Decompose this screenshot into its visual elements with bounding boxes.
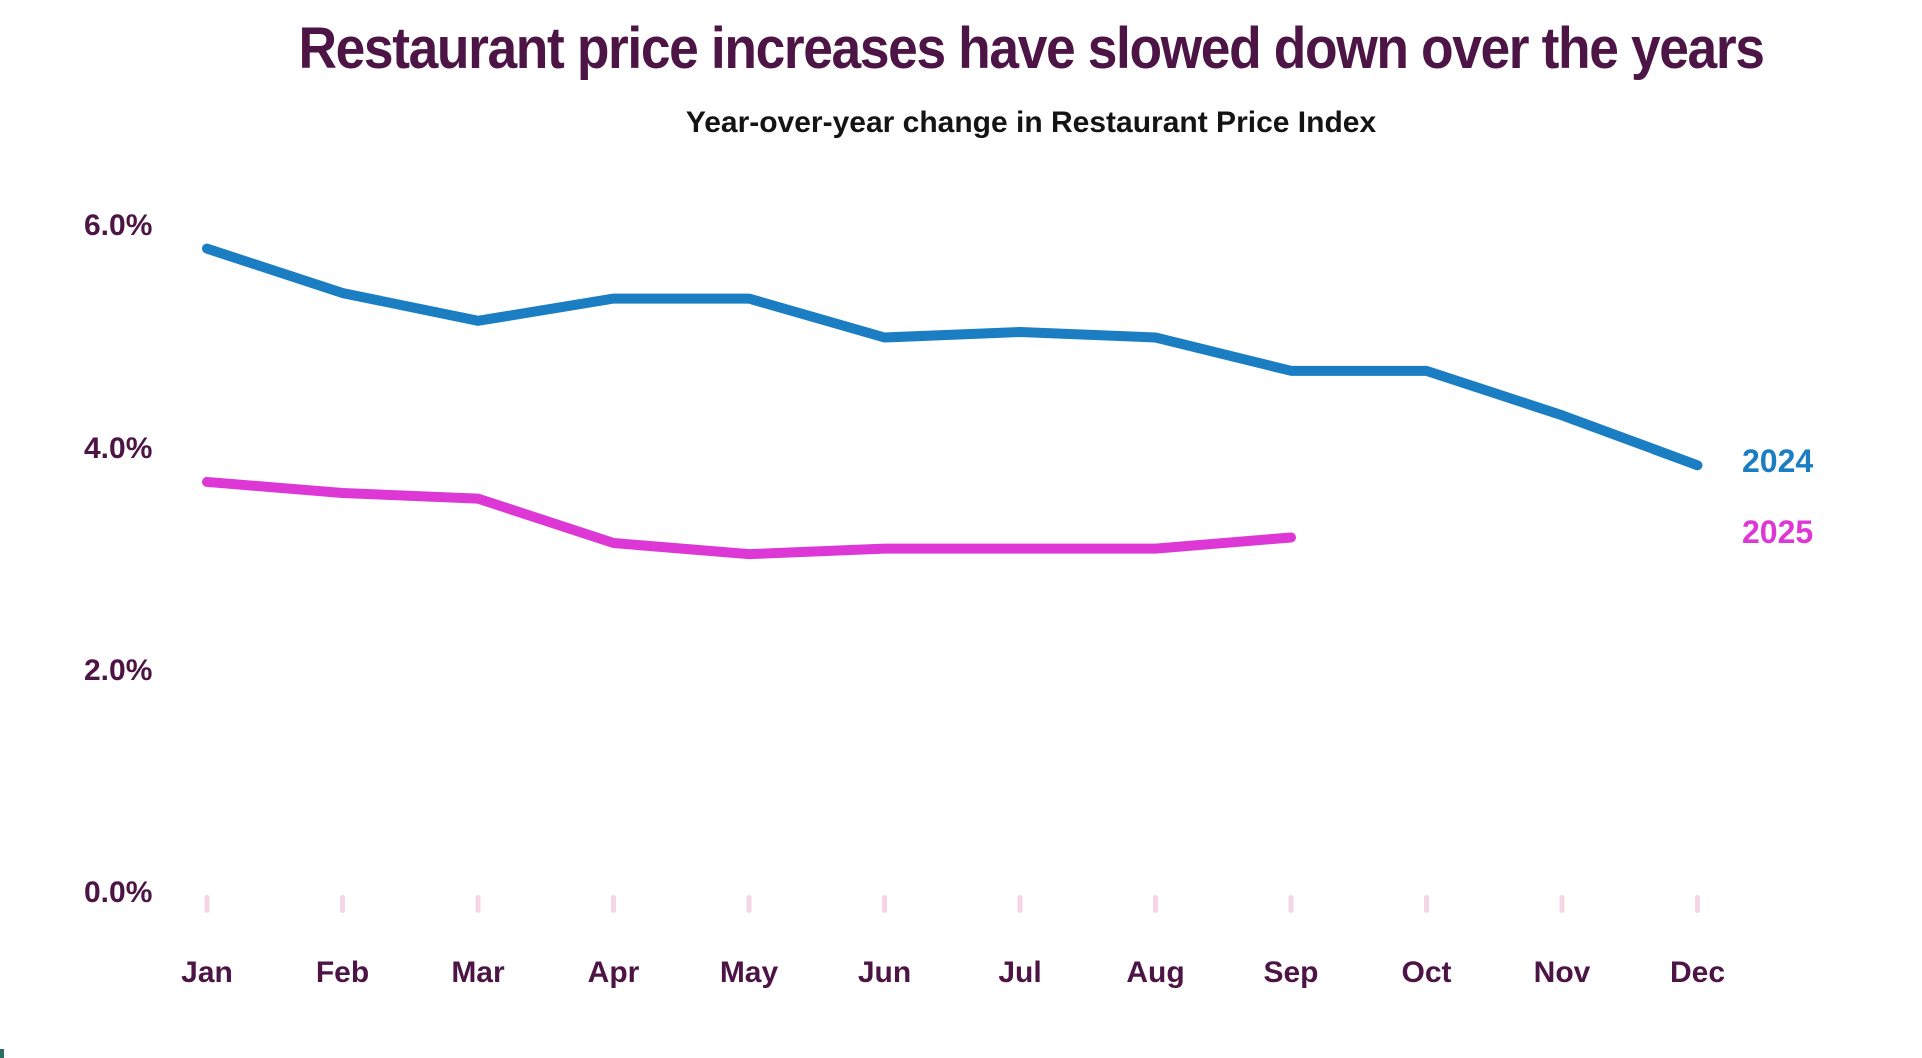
x-axis-label-feb: Feb bbox=[315, 956, 370, 989]
x-tick-mark-oct bbox=[1424, 895, 1429, 913]
x-tick-mark-jul bbox=[1017, 895, 1023, 913]
x-axis-label-jun: Jun bbox=[857, 956, 912, 989]
x-tick-mark-apr bbox=[611, 895, 616, 913]
x-tick-mark-feb bbox=[340, 895, 345, 913]
x-axis-label-may: May bbox=[719, 956, 779, 989]
y-axis-label-4: 4.0% bbox=[84, 431, 153, 465]
legend-2025-label: 2025 bbox=[1742, 514, 1814, 550]
x-tick-mark-sep bbox=[1288, 895, 1294, 913]
x-tick-mark-jan bbox=[204, 895, 210, 913]
x-axis-label-aug: Aug bbox=[1126, 956, 1185, 989]
x-tick-mark-may bbox=[746, 895, 752, 913]
x-axis-label-oct: Oct bbox=[1401, 956, 1452, 989]
x-axis-label-jul: Jul bbox=[998, 956, 1042, 989]
x-axis-label-mar: Mar bbox=[451, 956, 505, 989]
legend-2024-label: 2024 bbox=[1742, 443, 1814, 479]
x-axis-label-nov: Nov bbox=[1533, 956, 1591, 989]
y-axis-label-6: 6.0% bbox=[84, 209, 153, 243]
x-axis-label-jan: Jan bbox=[181, 956, 233, 989]
chart-title: Restaurant price increases have slowed d… bbox=[298, 16, 1764, 81]
series-line-2025 bbox=[202, 476, 1296, 560]
x-tick-mark-aug bbox=[1153, 895, 1158, 913]
y-axis-label-2: 2.0% bbox=[84, 653, 153, 687]
x-axis-label-sep: Sep bbox=[1263, 956, 1319, 989]
x-axis-label-apr: Apr bbox=[587, 956, 640, 989]
x-tick-mark-dec bbox=[1695, 895, 1700, 913]
y-axis-label-0: 0.0% bbox=[84, 876, 153, 909]
chart-subtitle: Year-over-year change in Restaurant Pric… bbox=[685, 106, 1377, 139]
x-axis-label-dec: Dec bbox=[1669, 956, 1726, 989]
x-tick-mark-nov bbox=[1559, 895, 1565, 913]
x-tick-mark-jun bbox=[882, 895, 887, 913]
corner-mark bbox=[0, 1049, 4, 1058]
series-line-2024 bbox=[202, 243, 1703, 471]
x-tick-mark-mar bbox=[475, 895, 481, 913]
